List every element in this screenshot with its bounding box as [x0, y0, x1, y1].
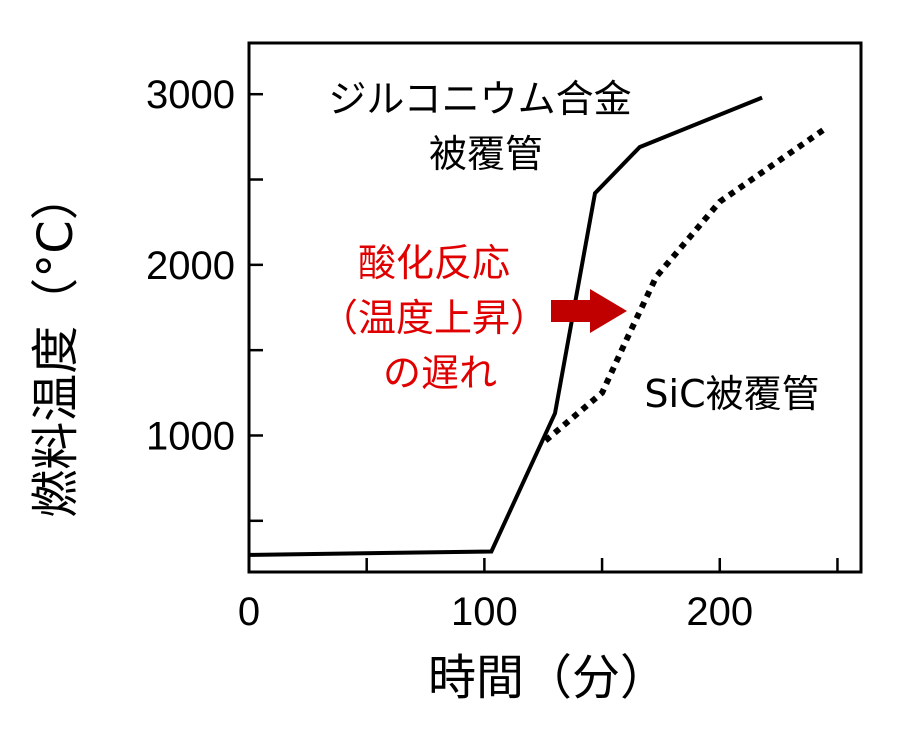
delay-annotation-line-2: （温度上昇）: [320, 296, 548, 340]
x-tick-label: 100: [451, 590, 518, 634]
delay-arrow: [551, 289, 627, 333]
ticks-layer: [249, 92, 839, 572]
zr-annotation-line-2: 被覆管: [429, 132, 543, 176]
sic-annotation: SiC被覆管: [644, 372, 819, 416]
y-tick-label: 1000: [146, 414, 235, 458]
x-axis-title: 時間（分）: [428, 650, 668, 706]
sic-cladding-line: [543, 125, 828, 443]
zr-annotation-line-1: ジルコニウム合金: [328, 77, 631, 121]
y-tick-label: 2000: [146, 244, 235, 288]
delay-annotation-line-3: の遅れ: [383, 351, 497, 395]
y-axis-title: 燃料温度（°C）: [28, 172, 84, 518]
plot-frame: [247, 41, 863, 574]
x-tick-label: 0: [238, 590, 260, 634]
delay-annotation-line-1: 酸化反応: [358, 241, 510, 285]
tick-labels-layer: 0 100 200 1000 2000 3000: [146, 73, 753, 634]
y-tick-label: 3000: [146, 73, 235, 117]
zr-annotation: ジルコニウム合金 被覆管: [328, 77, 643, 176]
x-tick-label: 200: [686, 590, 753, 634]
delay-annotation: 酸化反応 （温度上昇） の遅れ: [320, 241, 560, 395]
sic-annotation-line-1: SiC被覆管: [644, 372, 819, 416]
